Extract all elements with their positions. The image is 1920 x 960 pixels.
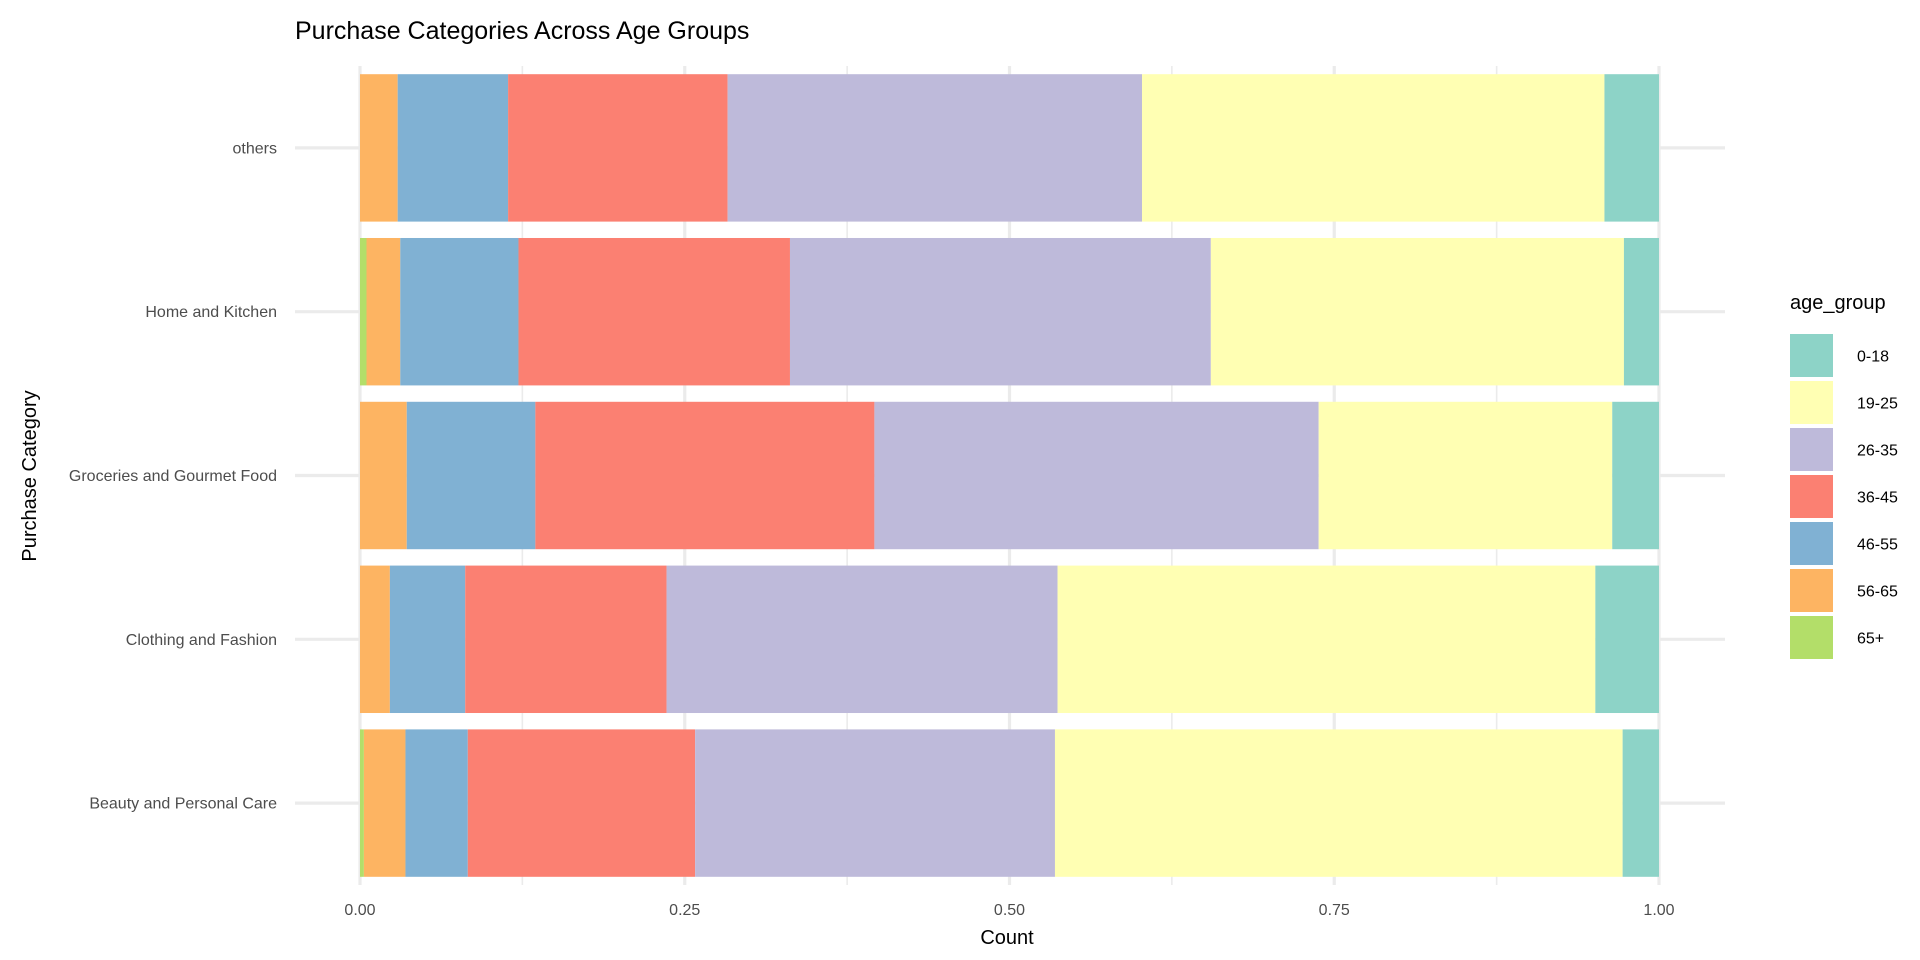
x-tick-label: 0.25	[669, 902, 700, 919]
bar-segment-46-55	[400, 237, 519, 386]
bar-segment-36-45	[465, 565, 667, 714]
bar-segment-26-35	[874, 401, 1319, 550]
legend-key	[1790, 381, 1833, 424]
legend-key	[1790, 334, 1833, 377]
legend-label: 19-25	[1857, 396, 1898, 413]
legend-items: 0-18 19-25 26-35 36-45 46-55 56-65 65+	[1790, 334, 1898, 659]
y-tick-label: others	[233, 140, 277, 157]
bar-segment-36-45	[518, 237, 790, 386]
x-tick-label: 1.00	[1643, 902, 1674, 919]
bar-segment-56-65	[366, 237, 401, 386]
legend-label: 46-55	[1857, 537, 1898, 554]
legend-label: 56-65	[1857, 584, 1898, 601]
legend-key	[1790, 428, 1833, 471]
legend-label: 36-45	[1857, 490, 1898, 507]
legend-key	[1790, 616, 1833, 659]
legend-key	[1790, 475, 1833, 518]
bar-segment-36-45	[535, 401, 875, 550]
legend-label: 26-35	[1857, 443, 1898, 460]
y-axis-tick-labels: others Home and Kitchen Groceries and Gour…	[69, 140, 277, 812]
x-tick-label: 0.00	[344, 902, 375, 919]
bar-segment-26-35	[695, 729, 1055, 877]
bar-segment-26-35	[727, 74, 1142, 222]
bar-segment-56-65	[360, 74, 398, 222]
bar-segment-0-18	[1623, 237, 1659, 386]
y-axis-title: Purchase Category	[19, 390, 41, 561]
legend-label: 65+	[1857, 631, 1884, 648]
legend-key	[1790, 569, 1833, 612]
bar-segment-0-18	[1595, 565, 1659, 714]
x-axis-tick-labels: 0.00 0.25 0.50 0.75 1.00	[344, 902, 1674, 919]
legend: age_group 0-18 19-25 26-35 36-45 46-55 56-65 6…	[1790, 292, 1898, 659]
bar-segment-46-55	[406, 401, 536, 550]
bar-segment-36-45	[467, 729, 696, 877]
bar-segment-46-55	[405, 729, 468, 877]
bar-segment-0-18	[1612, 401, 1659, 550]
bar-segment-26-35	[666, 565, 1058, 714]
bar-segment-26-35	[789, 237, 1211, 386]
bar-segment-56-65	[363, 729, 406, 877]
bar-segment-19-25	[1318, 401, 1613, 550]
bar-segment-65+	[360, 729, 364, 877]
x-axis-title: Count	[980, 927, 1034, 949]
chart-title: Purchase Categories Across Age Groups	[295, 17, 749, 45]
x-tick-label: 0.75	[1319, 902, 1350, 919]
bars	[360, 74, 1659, 877]
legend-title: age_group	[1790, 292, 1886, 314]
bar-segment-65+	[360, 237, 367, 386]
bar-segment-46-55	[389, 565, 466, 714]
bar-segment-56-65	[360, 565, 390, 714]
bar-segment-19-25	[1210, 237, 1624, 386]
y-tick-label: Home and Kitchen	[145, 304, 277, 321]
bar-segment-19-25	[1054, 729, 1623, 877]
y-tick-label: Beauty and Personal Care	[89, 796, 277, 813]
bar-segment-19-25	[1057, 565, 1596, 714]
bar-segment-36-45	[508, 74, 728, 222]
bar-segment-0-18	[1604, 74, 1659, 222]
legend-label: 0-18	[1857, 349, 1889, 366]
bar-segment-56-65	[360, 401, 407, 550]
bar-segment-19-25	[1141, 74, 1605, 222]
bar-segment-46-55	[397, 74, 509, 222]
y-tick-label: Groceries and Gourmet Food	[69, 468, 277, 485]
x-tick-label: 0.50	[994, 902, 1025, 919]
y-tick-label: Clothing and Fashion	[126, 632, 277, 649]
legend-key	[1790, 522, 1833, 565]
bar-segment-0-18	[1622, 729, 1659, 877]
